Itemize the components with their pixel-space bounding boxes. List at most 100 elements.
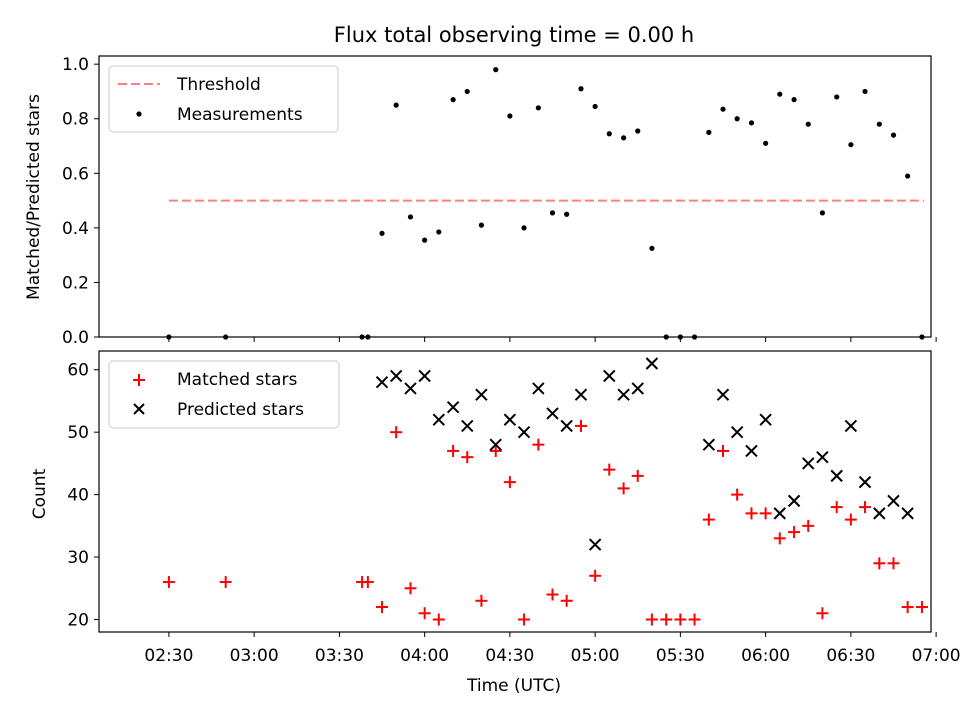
measurement-point	[791, 97, 797, 103]
matched-star-point	[447, 444, 460, 457]
x-tick-label: 06:00	[741, 646, 790, 666]
predicted-star-point	[404, 382, 417, 395]
measurement-point	[507, 113, 513, 119]
top-panel: 0.0 0.2 0.4 0.6 0.8 1.0 Matched/Predicted sta…	[24, 55, 937, 348]
predicted-star-point	[389, 369, 403, 383]
predicted-star-point	[475, 388, 488, 401]
measurement-point	[450, 97, 456, 103]
top-y-tick-label: 0.0	[62, 328, 89, 348]
matched-star-point	[660, 613, 673, 626]
legend-measurement-marker	[136, 111, 142, 117]
bottom-axes-frame	[98, 350, 932, 633]
top-y-tick-label: 1.0	[62, 55, 89, 75]
top-y-tick-label: 0.6	[62, 164, 89, 184]
chart-title: Flux total observing time = 0.00 h	[334, 23, 694, 47]
predicted-star-point	[375, 376, 389, 389]
top-y-tick-label: 0.2	[62, 273, 89, 293]
predicted-star-point	[617, 388, 630, 401]
predicted-star-point	[816, 450, 829, 464]
predicted-star-point	[745, 444, 758, 458]
measurement-point	[649, 245, 655, 251]
measurement-point	[407, 214, 414, 220]
matched-star-point	[731, 488, 744, 501]
measurement-point	[549, 210, 556, 216]
x-axis-label: Time (UTC)	[466, 676, 561, 696]
measurement-point	[606, 131, 612, 137]
x-tick-label: 02:30	[144, 646, 193, 666]
matched-star-point	[361, 576, 374, 589]
x-tick-label: 04:30	[485, 646, 534, 666]
matched-star-point	[475, 594, 488, 607]
x-tick-label: 03:00	[230, 646, 279, 666]
measurement-point	[592, 103, 598, 110]
matched-star-point	[759, 507, 772, 520]
measurement-point	[890, 132, 897, 138]
measurement-point	[777, 91, 783, 97]
top-ylabel: Matched/Predicted stars	[24, 94, 44, 300]
predicted-star-point	[858, 475, 872, 489]
measurement-point	[706, 129, 712, 135]
predicted-star-point	[844, 419, 858, 433]
matched-star-point	[418, 607, 431, 620]
matched-star-point	[717, 444, 729, 457]
predicted-star-point	[574, 388, 588, 401]
measurement-point	[805, 121, 811, 127]
measurement-point	[436, 229, 442, 235]
matched-star-point	[674, 613, 687, 626]
matched-star-point	[518, 613, 531, 626]
measurement-point	[464, 88, 470, 95]
matched-star-point	[802, 519, 815, 532]
predicted-star-point	[716, 388, 730, 401]
measurement-point	[621, 135, 627, 141]
matched-star-point	[702, 513, 715, 526]
matched-star-point	[915, 601, 928, 614]
measurement-point	[848, 142, 854, 148]
legend-measurements-label: Measurements	[177, 105, 303, 125]
measurement-point	[763, 140, 769, 146]
predicted-star-point	[432, 413, 445, 426]
measurement-point	[422, 237, 428, 243]
measurement-point	[819, 210, 825, 216]
measurement-point	[905, 173, 911, 179]
measurement-point	[862, 88, 868, 95]
predicted-star-point	[418, 369, 431, 383]
bottom-panel: 20 30 40 50 60 02:30 03:00 03:30 04:00 04:30 05:0…	[30, 350, 960, 666]
matched-star-point	[603, 463, 616, 476]
predicted-star-point	[702, 438, 716, 451]
predicted-star-point	[461, 419, 474, 433]
x-tick-label: 05:30	[656, 646, 705, 666]
bottom-ylabel: Count	[30, 468, 50, 519]
matched-star-point	[901, 601, 914, 614]
matched-star-point	[589, 569, 602, 582]
bottom-y-tick-label: 40	[67, 486, 89, 506]
measurement-point	[535, 105, 541, 111]
legend-predicted-marker	[133, 403, 145, 415]
matched-star-point	[844, 513, 857, 526]
measurement-point	[578, 86, 584, 92]
predicted-star-point	[759, 413, 772, 426]
top-y-tick-label: 0.4	[62, 219, 89, 239]
bottom-y-tick-label: 30	[67, 548, 89, 568]
matched-star-point	[788, 526, 801, 539]
measurement-point	[834, 94, 840, 100]
predicted-star-point	[901, 507, 914, 520]
predicted-star-point	[773, 507, 786, 520]
matched-star-point	[219, 576, 232, 589]
predicted-star-point	[446, 400, 460, 414]
x-tick-label: 05:00	[571, 646, 620, 666]
measurement-point	[748, 120, 755, 126]
matched-star-point	[390, 426, 403, 439]
x-tick-label: 03:30	[315, 646, 364, 666]
matched-star-point	[546, 588, 559, 601]
bottom-y-tick-label: 20	[67, 611, 89, 631]
matched-star-point	[503, 476, 516, 489]
predicted-star-point	[730, 425, 744, 439]
matched-star-point	[645, 613, 658, 626]
predicted-star-point	[645, 357, 659, 370]
top-axes-frame	[98, 55, 932, 338]
matched-star-point	[887, 557, 900, 570]
predicted-star-point	[603, 369, 616, 383]
predicted-star-point	[887, 494, 900, 508]
matched-star-point	[162, 576, 175, 589]
